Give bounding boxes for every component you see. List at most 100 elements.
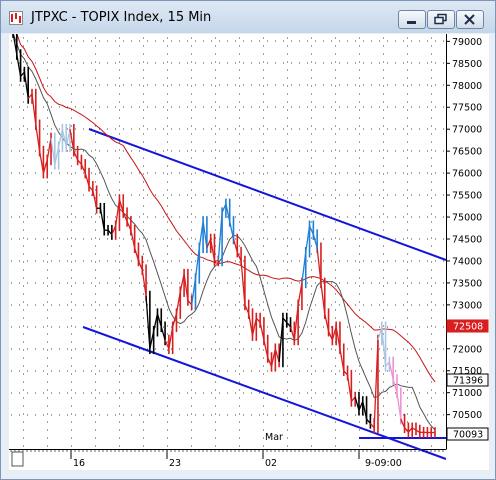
price-segment bbox=[134, 247, 140, 262]
price-segment bbox=[381, 326, 387, 367]
price-segment bbox=[194, 247, 200, 279]
price-marker-box bbox=[446, 373, 489, 387]
fast-ma-line bbox=[12, 32, 436, 431]
price-segment bbox=[137, 260, 143, 270]
price-segment bbox=[210, 238, 216, 262]
price-segment bbox=[312, 234, 318, 248]
time-axis: 16 23 Mar 02 9-09:00 bbox=[10, 432, 444, 469]
price-marker-box bbox=[446, 427, 489, 441]
y-tick-label: 76500 bbox=[452, 147, 482, 158]
restore-button[interactable] bbox=[427, 10, 455, 29]
y-tick-label: 78500 bbox=[452, 59, 482, 70]
y-tick-label: 73000 bbox=[452, 300, 482, 311]
price-segment bbox=[343, 370, 349, 376]
price-segment bbox=[153, 313, 159, 332]
price-segment bbox=[92, 190, 98, 209]
price-segment bbox=[388, 361, 394, 380]
close-icon bbox=[464, 14, 475, 25]
title-bar[interactable]: JTPXC - TOPIX Index, 15 Min bbox=[1, 1, 495, 33]
price-segment bbox=[366, 418, 371, 424]
price-segment bbox=[115, 199, 121, 226]
price-segment bbox=[305, 225, 311, 253]
price-segment bbox=[263, 339, 269, 358]
price-segment bbox=[50, 137, 56, 165]
price-segment bbox=[354, 396, 360, 411]
price-segment bbox=[84, 172, 90, 187]
slow-ma-line bbox=[12, 22, 436, 383]
price-segment bbox=[225, 203, 231, 222]
price-segment bbox=[339, 348, 345, 371]
price-segment bbox=[111, 225, 117, 235]
price-segment bbox=[46, 137, 52, 161]
price-segment bbox=[274, 348, 280, 363]
price-segment bbox=[324, 313, 330, 332]
price-segment bbox=[172, 313, 178, 328]
price-segment bbox=[187, 300, 193, 306]
price-segment bbox=[289, 326, 295, 341]
price-segment bbox=[377, 326, 383, 341]
price-segment bbox=[38, 151, 45, 174]
price-segment bbox=[160, 326, 166, 341]
price-segment bbox=[31, 93, 37, 125]
x-tick-label: 02 bbox=[265, 458, 277, 469]
y-tick-label: 75500 bbox=[452, 191, 482, 202]
price-segment bbox=[57, 129, 64, 147]
price-segment bbox=[65, 129, 71, 147]
price-segment bbox=[248, 313, 254, 336]
y-tick-label: 77500 bbox=[452, 103, 482, 114]
price-segment bbox=[27, 93, 33, 99]
y-tick-label: 71500 bbox=[452, 366, 482, 377]
minimize-button[interactable] bbox=[398, 10, 426, 29]
price-marker-label: 71396 bbox=[453, 376, 483, 387]
price-segment bbox=[308, 225, 314, 235]
price-segment bbox=[168, 326, 174, 349]
minimize-icon bbox=[407, 21, 416, 24]
scroll-thumb[interactable] bbox=[11, 451, 24, 467]
price-segment bbox=[404, 427, 409, 433]
price-segment bbox=[20, 71, 25, 77]
price-marker-label: 70093 bbox=[453, 430, 483, 441]
price-segment bbox=[267, 357, 273, 367]
price-segment bbox=[335, 326, 341, 349]
chart-canvas[interactable]: 79000 78500 78000 77500 77000 76500 76000 75500… bbox=[9, 22, 489, 470]
price-segment bbox=[362, 401, 368, 420]
price-segment bbox=[282, 317, 288, 323]
y-tick-label: 72000 bbox=[452, 344, 482, 355]
price-marker-box bbox=[446, 319, 489, 333]
slow-moving-average bbox=[12, 22, 436, 383]
price-bars bbox=[12, 27, 436, 438]
price-segment bbox=[175, 291, 181, 314]
y-tick-label: 71000 bbox=[452, 388, 482, 399]
price-segment bbox=[88, 185, 94, 192]
price-segment bbox=[251, 317, 257, 336]
price-segment bbox=[301, 252, 307, 283]
price-segment bbox=[107, 229, 113, 236]
x-tick-label: 16 bbox=[73, 458, 85, 469]
price-segment bbox=[229, 221, 235, 240]
price-segment bbox=[346, 375, 353, 402]
price-segment bbox=[392, 379, 398, 393]
price-segment bbox=[415, 429, 421, 434]
price-segment bbox=[164, 339, 170, 350]
price-segment bbox=[331, 326, 337, 341]
price-segment bbox=[240, 260, 246, 305]
price-segment bbox=[350, 396, 356, 402]
price-segment bbox=[12, 32, 18, 55]
price-segment bbox=[126, 221, 132, 231]
price-segment bbox=[16, 54, 22, 77]
upper-channel-line[interactable] bbox=[88, 128, 447, 261]
price-segment bbox=[206, 238, 212, 249]
close-button[interactable] bbox=[456, 10, 484, 29]
price-chart[interactable]: 79000 78500 78000 77500 77000 76500 76000 75500… bbox=[9, 22, 489, 470]
x-tick-label: 9-09:00 bbox=[365, 458, 402, 469]
price-segment bbox=[183, 274, 189, 301]
grid-dot-pattern bbox=[11, 37, 444, 447]
y-tick-label: 74000 bbox=[452, 256, 482, 267]
price-segment bbox=[221, 203, 227, 213]
price-segment bbox=[54, 146, 60, 165]
y-tick-label: 75000 bbox=[452, 213, 482, 224]
price-segment bbox=[191, 278, 197, 305]
price-segment bbox=[232, 238, 238, 253]
price-markers: 72508 71396 70093 bbox=[446, 319, 489, 441]
